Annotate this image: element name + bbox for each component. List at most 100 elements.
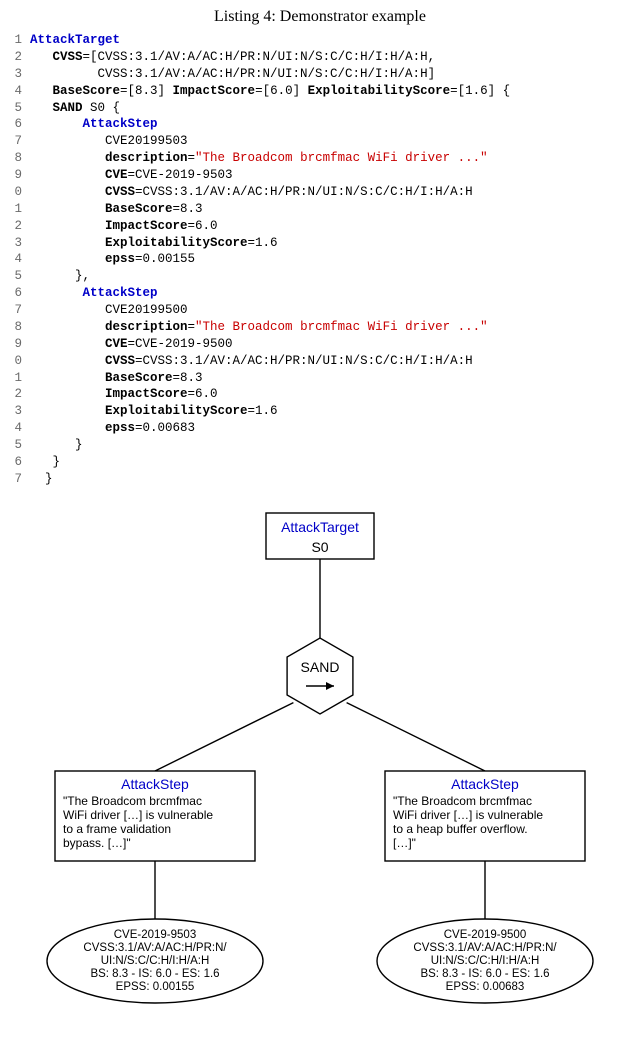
code-line: 8 description="The Broadcom brcmfmac WiF… [8, 150, 632, 167]
line-number: 3 [8, 403, 22, 420]
code-line: 6 AttackStep [8, 285, 632, 302]
svg-text:EPSS: 0.00155: EPSS: 0.00155 [116, 981, 195, 993]
line-number: 4 [8, 83, 22, 100]
code-line: 6 } [8, 454, 632, 471]
svg-text:EPSS: 0.00683: EPSS: 0.00683 [446, 981, 525, 993]
svg-text:BS: 8.3 - IS: 6.0 - ES: 1.6: BS: 8.3 - IS: 6.0 - ES: 1.6 [90, 968, 219, 980]
code-line: 1 BaseScore=8.3 [8, 370, 632, 387]
code-text: CVSS=CVSS:3.1/AV:A/AC:H/PR:N/UI:N/S:C/C:… [30, 353, 473, 370]
svg-text:CVSS:3.1/AV:A/AC:H/PR:N/: CVSS:3.1/AV:A/AC:H/PR:N/ [413, 942, 557, 954]
code-text: CVE20199500 [30, 302, 188, 319]
svg-text:"The Broadcom brcmfmac: "The Broadcom brcmfmac [63, 794, 202, 808]
line-number: 5 [8, 100, 22, 117]
svg-text:UI:N/S:C/C:H/I:H/A:H: UI:N/S:C/C:H/I:H/A:H [101, 955, 210, 967]
attack-tree-diagram: AttackTargetS0SANDAttackStep"The Broadco… [8, 506, 632, 1026]
svg-text:AttackStep: AttackStep [121, 776, 189, 792]
svg-text:BS: 8.3 - IS: 6.0 - ES: 1.6: BS: 8.3 - IS: 6.0 - ES: 1.6 [420, 968, 549, 980]
line-number: 5 [8, 268, 22, 285]
line-number: 8 [8, 319, 22, 336]
line-number: 1 [8, 32, 22, 49]
code-text: CVSS=[CVSS:3.1/AV:A/AC:H/PR:N/UI:N/S:C/C… [30, 49, 435, 66]
code-line: 5 }, [8, 268, 632, 285]
code-text: BaseScore=8.3 [30, 370, 203, 387]
code-line: 1 BaseScore=8.3 [8, 201, 632, 218]
line-number: 6 [8, 454, 22, 471]
code-text: }, [30, 268, 90, 285]
code-text: CVSS=CVSS:3.1/AV:A/AC:H/PR:N/UI:N/S:C/C:… [30, 184, 473, 201]
line-number: 3 [8, 66, 22, 83]
code-line: 2 CVSS=[CVSS:3.1/AV:A/AC:H/PR:N/UI:N/S:C… [8, 49, 632, 66]
svg-text:UI:N/S:C/C:H/I:H/A:H: UI:N/S:C/C:H/I:H/A:H [431, 955, 540, 967]
line-number: 7 [8, 471, 22, 488]
line-number: 6 [8, 116, 22, 133]
svg-text:to a frame validation: to a frame validation [63, 822, 171, 836]
line-number: 2 [8, 218, 22, 235]
code-line: 7 } [8, 471, 632, 488]
code-line: 0 CVSS=CVSS:3.1/AV:A/AC:H/PR:N/UI:N/S:C/… [8, 184, 632, 201]
code-line: 2 ImpactScore=6.0 [8, 386, 632, 403]
code-text: description="The Broadcom brcmfmac WiFi … [30, 319, 488, 336]
code-text: ExploitabilityScore=1.6 [30, 403, 278, 420]
code-text: ExploitabilityScore=1.6 [30, 235, 278, 252]
line-number: 4 [8, 251, 22, 268]
line-number: 9 [8, 167, 22, 184]
code-line: 3 ExploitabilityScore=1.6 [8, 403, 632, 420]
svg-text:WiFi driver […] is vulnerable: WiFi driver […] is vulnerable [63, 808, 213, 822]
code-line: 9 CVE=CVE-2019-9503 [8, 167, 632, 184]
code-text: ImpactScore=6.0 [30, 218, 218, 235]
svg-text:CVE-2019-9503: CVE-2019-9503 [114, 929, 196, 941]
code-line: 9 CVE=CVE-2019-9500 [8, 336, 632, 353]
line-number: 1 [8, 201, 22, 218]
code-text: epss=0.00683 [30, 420, 195, 437]
code-text: ImpactScore=6.0 [30, 386, 218, 403]
line-number: 3 [8, 235, 22, 252]
code-line: 5 } [8, 437, 632, 454]
code-text: AttackStep [30, 116, 158, 133]
line-number: 7 [8, 302, 22, 319]
line-number: 5 [8, 437, 22, 454]
code-line: 1 AttackTarget [8, 32, 632, 49]
code-text: CVE20199503 [30, 133, 188, 150]
code-text: CVSS:3.1/AV:A/AC:H/PR:N/UI:N/S:C/C:H/I:H… [30, 66, 435, 83]
code-text: } [30, 471, 53, 488]
svg-text:S0: S0 [311, 539, 328, 555]
svg-text:WiFi driver […] is vulnerable: WiFi driver […] is vulnerable [393, 808, 543, 822]
code-line: 4 epss=0.00683 [8, 420, 632, 437]
line-number: 1 [8, 370, 22, 387]
code-text: CVE=CVE-2019-9503 [30, 167, 233, 184]
svg-text:"The Broadcom brcmfmac: "The Broadcom brcmfmac [393, 794, 532, 808]
line-number: 4 [8, 420, 22, 437]
svg-text:CVSS:3.1/AV:A/AC:H/PR:N/: CVSS:3.1/AV:A/AC:H/PR:N/ [83, 942, 227, 954]
code-line: 5 SAND S0 { [8, 100, 632, 117]
line-number: 2 [8, 386, 22, 403]
svg-text:bypass. […]": bypass. […]" [63, 836, 131, 850]
code-text: } [30, 454, 60, 471]
code-line: 4 BaseScore=[8.3] ImpactScore=[6.0] Expl… [8, 83, 632, 100]
code-text: AttackStep [30, 285, 158, 302]
code-text: SAND S0 { [30, 100, 120, 117]
svg-text:AttackStep: AttackStep [451, 776, 519, 792]
svg-text:to a heap buffer overflow.: to a heap buffer overflow. [393, 822, 528, 836]
code-text: epss=0.00155 [30, 251, 195, 268]
code-line: 0 CVSS=CVSS:3.1/AV:A/AC:H/PR:N/UI:N/S:C/… [8, 353, 632, 370]
line-number: 7 [8, 133, 22, 150]
line-number: 6 [8, 285, 22, 302]
svg-text:AttackTarget: AttackTarget [281, 519, 359, 535]
code-text: BaseScore=[8.3] ImpactScore=[6.0] Exploi… [30, 83, 510, 100]
code-line: 3 ExploitabilityScore=1.6 [8, 235, 632, 252]
line-number: 0 [8, 353, 22, 370]
code-text: CVE=CVE-2019-9500 [30, 336, 233, 353]
svg-text:[…]": […]" [393, 836, 416, 850]
listing-caption: Listing 4: Demonstrator example [8, 8, 632, 26]
line-number: 2 [8, 49, 22, 66]
code-line: 6 AttackStep [8, 116, 632, 133]
code-text: AttackTarget [30, 32, 120, 49]
code-line: 7 CVE20199503 [8, 133, 632, 150]
code-line: 4 epss=0.00155 [8, 251, 632, 268]
code-text: description="The Broadcom brcmfmac WiFi … [30, 150, 488, 167]
code-text: BaseScore=8.3 [30, 201, 203, 218]
line-number: 9 [8, 336, 22, 353]
line-number: 8 [8, 150, 22, 167]
code-line: 8 description="The Broadcom brcmfmac WiF… [8, 319, 632, 336]
code-listing: 1AttackTarget2 CVSS=[CVSS:3.1/AV:A/AC:H/… [8, 32, 632, 488]
